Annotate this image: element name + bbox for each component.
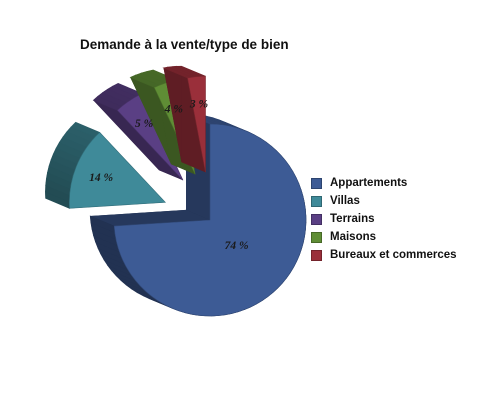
- value-label-appartements: 74 %: [225, 240, 249, 252]
- legend-label: Terrains: [330, 213, 375, 225]
- slices-layer: [45, 65, 307, 317]
- value-label-terrains: 5 %: [135, 118, 153, 130]
- pie-slice-bureaux-et-commerces: [162, 65, 206, 173]
- pie-slice-appartements: [89, 113, 307, 317]
- value-label-villas: 14 %: [89, 172, 113, 184]
- legend-label: Bureaux et commerces: [330, 249, 457, 261]
- legend-swatch: [311, 177, 322, 189]
- legend-swatch: [311, 213, 322, 225]
- pie-slice-villas: [45, 121, 167, 209]
- legend-label: Appartements: [330, 177, 408, 189]
- pie-slice-terrains: [92, 83, 184, 181]
- legend-swatch: [311, 231, 322, 243]
- legend-label: Maisons: [330, 231, 377, 243]
- value-labels-layer: 74 % 14 % 5 % 4 % 3 %: [89, 98, 248, 252]
- value-label-maisons: 4 %: [164, 104, 183, 116]
- legend-label: Villas: [330, 195, 360, 207]
- legend-item-villas: Villas: [311, 192, 457, 210]
- legend-item-bureaux-et-commerces: Bureaux et commerces: [311, 246, 457, 264]
- value-label-bureaux-et-commerces: 3 %: [189, 98, 208, 110]
- legend-item-maisons: Maisons: [311, 228, 457, 246]
- chart-title: Demande à la vente/type de bien: [80, 37, 289, 52]
- legend-swatch: [311, 249, 322, 261]
- legend-swatch: [311, 195, 322, 207]
- legend: Appartements Villas Terrains Maisons Bureaux…: [311, 174, 457, 264]
- legend-item-appartements: Appartements: [311, 174, 457, 192]
- legend-item-terrains: Terrains: [311, 210, 457, 228]
